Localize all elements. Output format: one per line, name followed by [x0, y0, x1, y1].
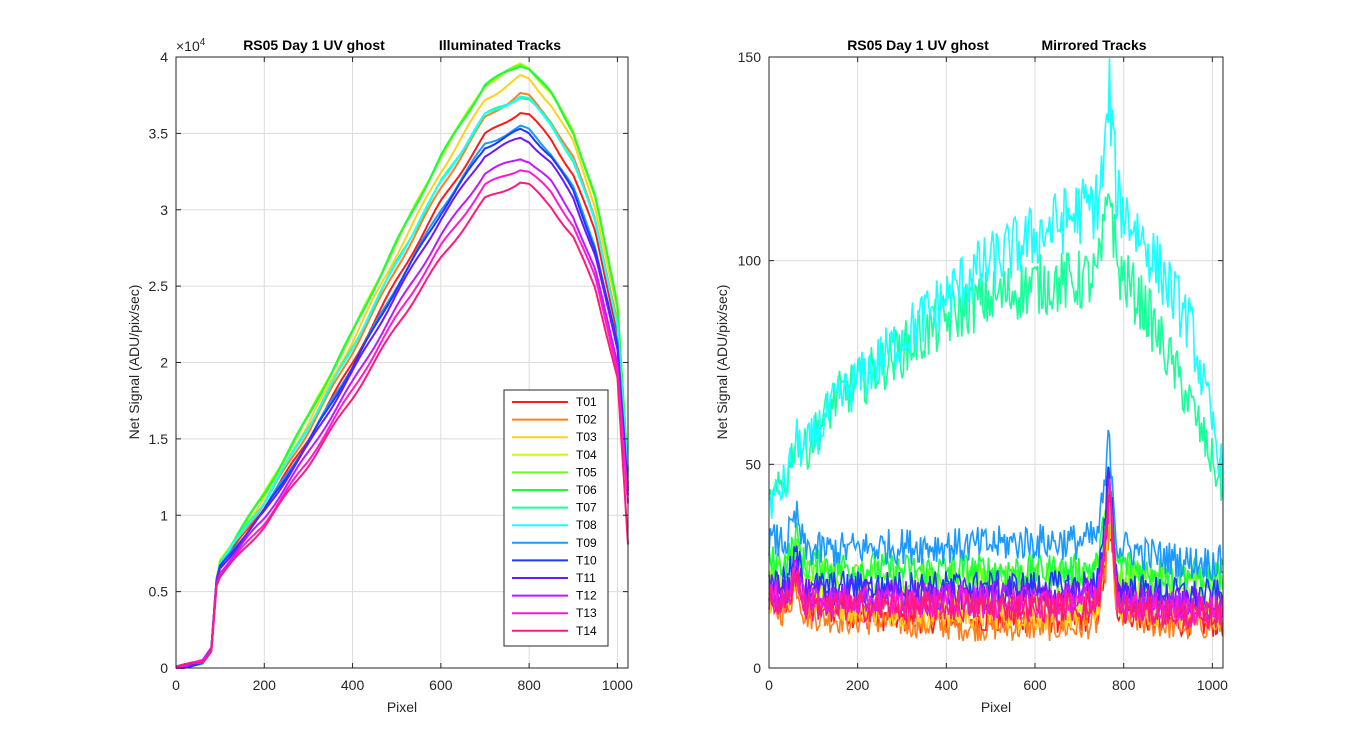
legend-label-t08: T08: [576, 518, 597, 532]
x-tick-label: 0: [765, 677, 773, 693]
series-line-t12: [176, 158, 629, 669]
legend-label-t14: T14: [576, 624, 597, 638]
series-line-t11: [176, 136, 629, 669]
axes-frame-right: [768, 56, 1224, 669]
y-exponent-left: ×104: [176, 37, 206, 54]
y-tick-label: 2: [160, 355, 168, 371]
legend-label-t04: T04: [576, 448, 597, 462]
y-tick-label: 150: [738, 49, 762, 65]
y-tick-label: 1: [160, 507, 168, 523]
chart-subtitle-left: Illuminated Tracks: [439, 37, 561, 53]
series-line-t06: [768, 467, 1224, 591]
y-axis-label-right: Net Signal (ADU/pix/sec): [714, 285, 730, 440]
legend-label-t05: T05: [576, 465, 597, 479]
legend-label-t10: T10: [576, 553, 597, 567]
legend: T01 T02 T03 T04 T05 T06 T07 T08 T09 T10 T11 T12 T13 T…: [503, 389, 609, 647]
series-line-t06: [176, 65, 629, 669]
x-tick-label: 200: [253, 677, 277, 693]
y-tick-label: 3.5: [149, 125, 169, 141]
series-line-t12: [768, 494, 1224, 622]
x-tick-label: 800: [517, 677, 541, 693]
chart-title-right: RS05 Day 1 UV ghost: [847, 37, 989, 53]
series-left: [175, 62, 629, 669]
x-tick-label: 0: [172, 677, 180, 693]
y-tick-label: 3: [160, 202, 168, 218]
legend-label-t09: T09: [576, 536, 597, 550]
series-line-t14: [175, 181, 629, 669]
series-right: [768, 58, 1224, 642]
y-tick-label: 0.5: [149, 584, 169, 600]
x-tick-label: 600: [1023, 677, 1047, 693]
x-tick-label: 800: [1112, 677, 1136, 693]
legend-label-t03: T03: [576, 430, 597, 444]
legend-box: [503, 389, 609, 647]
legend-label-t13: T13: [576, 606, 597, 620]
x-tick-label: 400: [341, 677, 365, 693]
legend-label-t06: T06: [576, 483, 597, 497]
chart-title-left: RS05 Day 1 UV ghost: [243, 37, 385, 53]
ticks-left: 0 200 400 600 800 1000 0 0.5 1 1.5 2 2.5 3 3.5 4: [149, 49, 634, 693]
y-axis-label-left: Net Signal (ADU/pix/sec): [126, 285, 142, 440]
legend-label-t11: T11: [576, 571, 596, 585]
y-tick-label: 0: [753, 660, 761, 676]
y-tick-label: 50: [745, 456, 761, 472]
series-line-t01: [175, 112, 629, 669]
x-tick-label: 1000: [1197, 677, 1228, 693]
legend-label-t01: T01: [576, 395, 597, 409]
chart-subtitle-right: Mirrored Tracks: [1041, 37, 1146, 53]
x-axis-label-right: Pixel: [981, 699, 1011, 715]
y-tick-label: 4: [160, 49, 168, 65]
series-line-t08: [175, 95, 629, 668]
x-tick-label: 200: [846, 677, 870, 693]
series-line-t08: [768, 58, 1224, 520]
x-tick-label: 1000: [602, 677, 633, 693]
mirrored-tracks-chart: 0 200 400 600 800 1000 0 50 100 150 RS05 Day 1 UV…: [714, 37, 1228, 715]
series-line-t14: [768, 492, 1224, 630]
series-line-t13: [176, 169, 629, 669]
y-tick-label: 2.5: [149, 278, 169, 294]
ticks-right: 0 200 400 600 800 1000 0 50 100 150: [738, 49, 1228, 693]
y-tick-label: 1.5: [149, 431, 169, 447]
legend-label-t02: T02: [576, 413, 597, 427]
y-tick-label: 0: [160, 660, 168, 676]
x-axis-label-left: Pixel: [387, 699, 417, 715]
legend-label-t12: T12: [576, 589, 597, 603]
y-tick-label: 100: [738, 253, 762, 269]
legend-label-t07: T07: [576, 501, 597, 515]
x-tick-label: 600: [429, 677, 453, 693]
series-line-t09: [768, 429, 1224, 582]
x-tick-label: 400: [935, 677, 959, 693]
